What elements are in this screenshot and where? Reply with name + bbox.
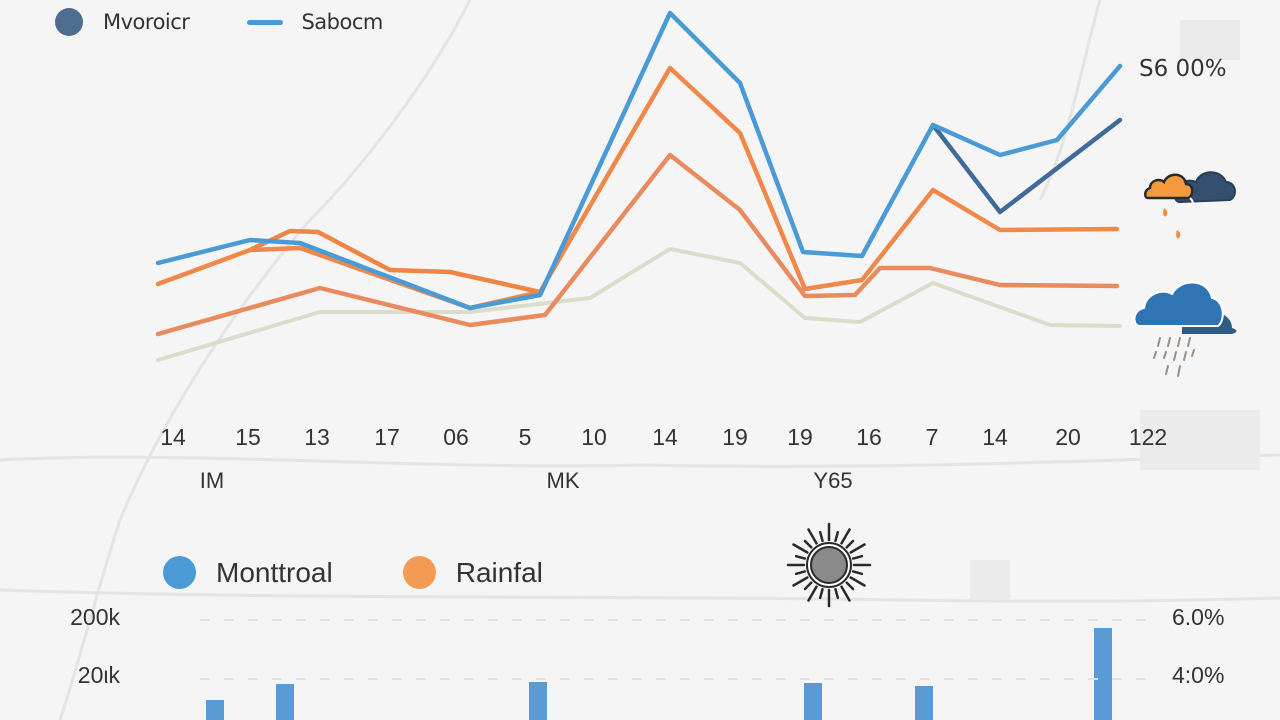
sun-icon bbox=[786, 522, 872, 608]
series-line bbox=[247, 228, 543, 295]
x-axis-groups: IM MK Y65 bbox=[0, 468, 1280, 498]
x-tick: 7 bbox=[925, 424, 939, 450]
x-tick: 14 bbox=[982, 424, 1008, 450]
x-tick: 19 bbox=[722, 424, 748, 450]
x-tick: 14 bbox=[652, 424, 678, 450]
bottom-legend: Monttroal Rainfal bbox=[163, 556, 543, 589]
x-tick: 17 bbox=[374, 424, 400, 450]
legend-item-rainfal[interactable]: Rainfal bbox=[402, 556, 543, 589]
top-legend: Mvoroicr Sabocm bbox=[55, 8, 383, 36]
legend-dot-icon bbox=[163, 556, 196, 589]
x-group-label: Y65 bbox=[813, 468, 853, 493]
bar bbox=[1094, 628, 1112, 720]
series-line bbox=[155, 10, 1123, 311]
x-group-label: MK bbox=[546, 468, 580, 493]
bar bbox=[804, 683, 822, 720]
peak-annotation: S6 00% bbox=[1139, 56, 1227, 82]
x-tick: 19 bbox=[787, 424, 813, 450]
y-left-tick: 200k bbox=[70, 604, 120, 630]
legend-dot-icon bbox=[55, 8, 83, 36]
x-tick: 5 bbox=[518, 424, 532, 450]
legend-item-sabocm[interactable]: Sabocm bbox=[247, 10, 383, 34]
x-tick: 122 bbox=[1128, 424, 1168, 450]
x-tick: 13 bbox=[304, 424, 330, 450]
y-right-tick: 6.0% bbox=[1172, 604, 1225, 630]
x-tick: 06 bbox=[443, 424, 469, 450]
legend-item-monttroal[interactable]: Monttroal bbox=[163, 556, 333, 589]
bar bbox=[529, 682, 547, 720]
series-line bbox=[930, 117, 1123, 215]
bar bbox=[915, 686, 933, 720]
legend-item-mvoroicr[interactable]: Mvoroicr bbox=[55, 8, 190, 36]
x-group-label: IM bbox=[199, 468, 225, 493]
x-axis-ticks: 14 15 13 17 06 5 10 14 19 19 16 7 14 20 … bbox=[0, 424, 1280, 454]
y-right-tick: 4:0% bbox=[1172, 662, 1225, 688]
series-line bbox=[155, 152, 1120, 337]
x-tick: 14 bbox=[160, 424, 186, 450]
x-tick: 20 bbox=[1055, 424, 1081, 450]
series-line bbox=[155, 65, 1120, 311]
x-tick: 16 bbox=[856, 424, 882, 450]
cloud-blue-rain-icon bbox=[1133, 281, 1237, 377]
y-left-tick: 20ιk bbox=[77, 662, 120, 688]
legend-label: Mvoroicr bbox=[103, 10, 190, 34]
legend-dot-icon bbox=[402, 556, 436, 589]
legend-line-icon bbox=[247, 19, 284, 25]
cloud-orange-rain-icon bbox=[1144, 171, 1236, 239]
series-line bbox=[156, 247, 1122, 362]
legend-label: Rainfal bbox=[455, 556, 543, 588]
legend-label: Sabocm bbox=[301, 10, 383, 34]
x-tick: 10 bbox=[581, 424, 607, 450]
bar bbox=[276, 684, 294, 720]
legend-label: Monttroal bbox=[216, 556, 333, 588]
x-tick: 15 bbox=[235, 424, 261, 450]
bar bbox=[206, 700, 224, 720]
